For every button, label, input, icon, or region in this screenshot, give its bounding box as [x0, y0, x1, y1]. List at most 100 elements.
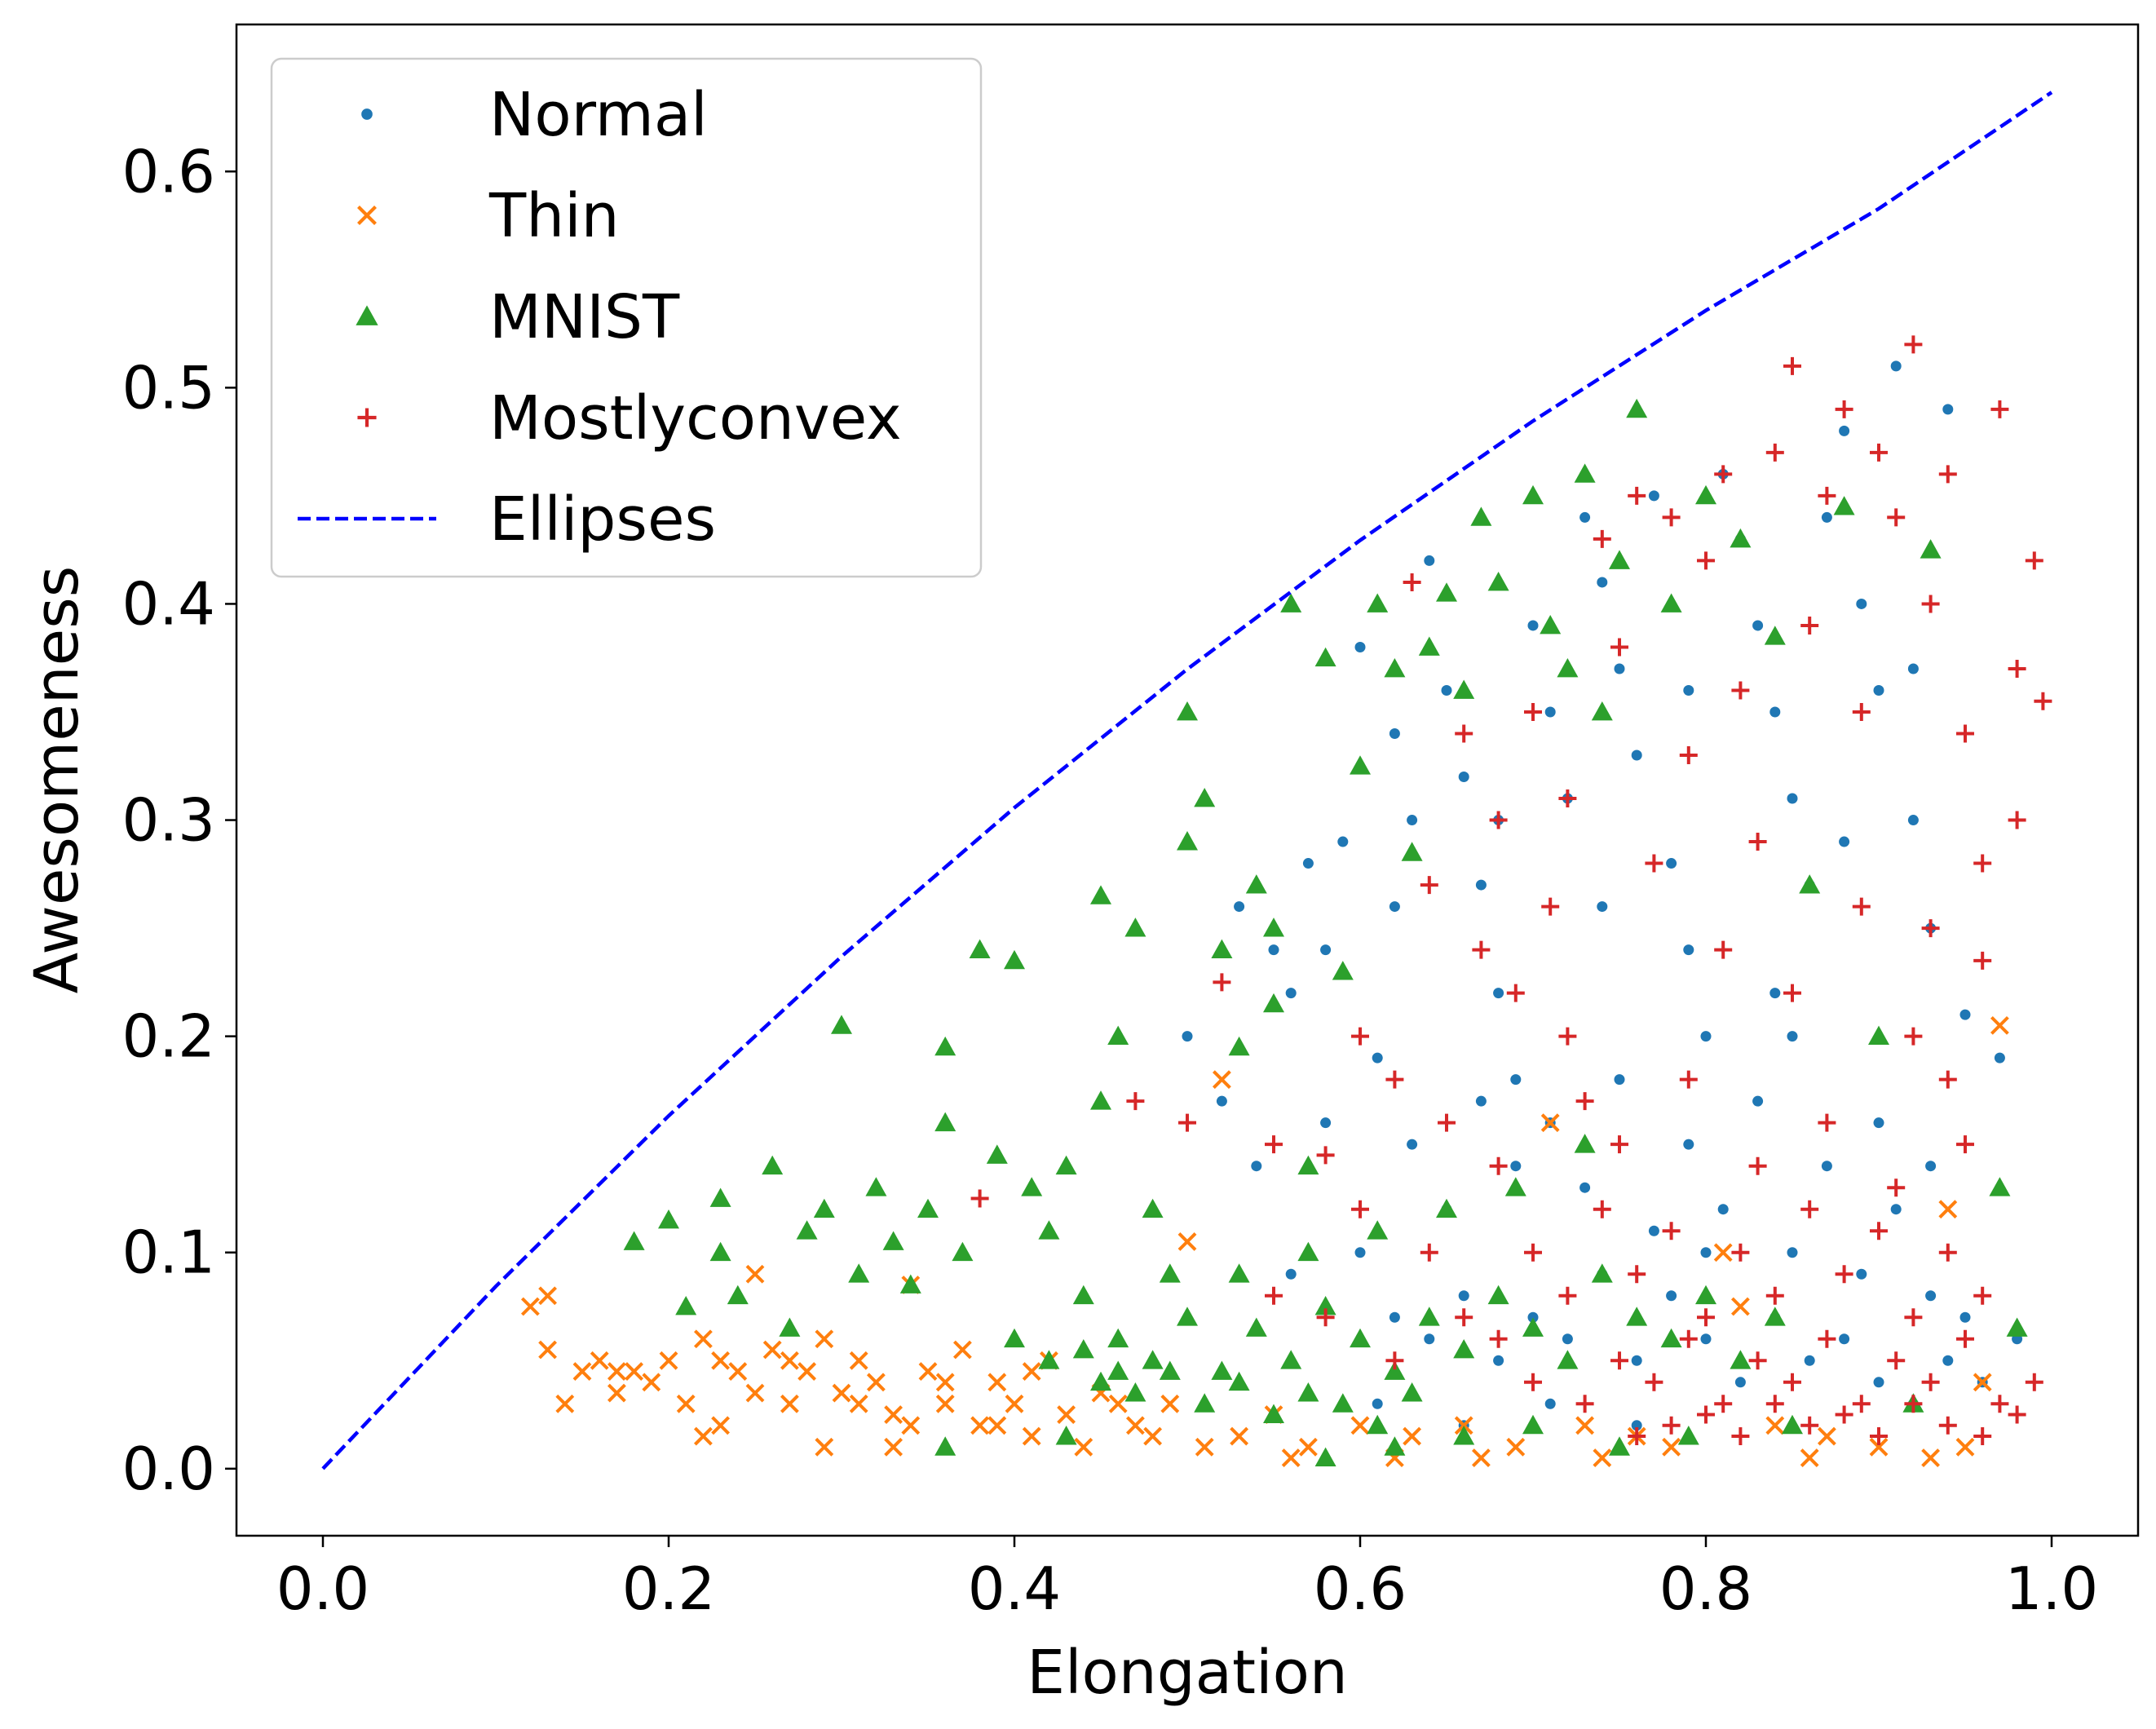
data-point [1143, 1426, 1163, 1446]
data-point [1038, 1220, 1060, 1240]
data-point [1389, 1311, 1400, 1323]
x-axis: 0.0 0.2 0.4 0.6 0.8 1.0 [276, 1536, 2099, 1623]
data-point [1453, 1339, 1475, 1359]
data-point [1265, 1135, 1283, 1154]
data-point [1407, 1139, 1418, 1150]
data-point [1367, 593, 1389, 612]
data-point [1384, 1360, 1406, 1380]
legend-label: Mostlyconvex [489, 383, 902, 453]
data-point [1506, 1437, 1526, 1457]
data-point [1579, 1182, 1591, 1193]
x-tick-label: 1.0 [2005, 1554, 2099, 1623]
data-point [1764, 1307, 1786, 1326]
data-point [1873, 684, 1884, 696]
data-point [1660, 593, 1682, 612]
data-point [1852, 897, 1871, 916]
data-point [1904, 1395, 1923, 1413]
data-point [1714, 465, 1733, 484]
data-point [1182, 1031, 1193, 1042]
x-tick-label: 0.8 [1659, 1554, 1753, 1623]
data-point [1956, 1329, 1974, 1348]
data-point [1159, 1360, 1181, 1380]
data-point [1245, 1317, 1267, 1337]
data-point [1938, 1243, 1957, 1262]
data-point [642, 1373, 661, 1392]
data-point [1487, 1285, 1509, 1305]
data-point [1263, 1404, 1284, 1423]
data-point [590, 1351, 609, 1370]
data-point [1265, 1286, 1283, 1305]
data-point [1524, 1373, 1542, 1391]
data-point [1752, 620, 1764, 631]
data-point [1856, 598, 1867, 609]
data-point [1695, 484, 1716, 505]
data-point [1610, 638, 1628, 657]
data-point [1645, 1373, 1663, 1391]
data-point [1873, 1377, 1884, 1388]
data-point [1887, 1178, 1906, 1197]
x-tick-label: 0.2 [622, 1554, 716, 1623]
data-point [1470, 506, 1492, 526]
data-point [1506, 984, 1525, 1002]
data-point [1782, 1414, 1803, 1435]
data-point [1401, 842, 1423, 861]
data-point [1697, 1308, 1715, 1327]
data-point [625, 1362, 644, 1381]
data-point [1332, 961, 1354, 980]
data-point [1683, 1139, 1694, 1150]
data-point [1610, 1135, 1628, 1154]
data-point [1787, 1031, 1798, 1042]
data-point [1660, 1328, 1682, 1348]
data-point [1800, 1448, 1819, 1467]
data-point [1230, 1426, 1249, 1446]
data-point [520, 1297, 540, 1316]
data-point [1730, 1297, 1750, 1316]
data-point [780, 1351, 799, 1370]
data-point [538, 1340, 558, 1360]
data-point [1125, 1416, 1145, 1435]
data-point [1263, 993, 1284, 1013]
data-point [1316, 1146, 1335, 1165]
data-point [899, 1274, 921, 1293]
data-point [1522, 1317, 1544, 1337]
x-axis-label: Elongation [1027, 1638, 1348, 1708]
data-point [572, 1362, 592, 1381]
data-point [1921, 919, 1940, 938]
data-point [1783, 356, 1801, 375]
data-point [1540, 614, 1562, 635]
data-point [1887, 508, 1906, 527]
data-point [1973, 951, 1992, 970]
data-point [1354, 1247, 1366, 1258]
data-point [1424, 555, 1435, 566]
data-point [538, 1286, 558, 1306]
data-point [1177, 701, 1198, 721]
data-point [796, 1220, 818, 1240]
data-point [1298, 1437, 1318, 1457]
data-point [1454, 1416, 1473, 1435]
data-point [1527, 620, 1539, 631]
data-point [1022, 1362, 1041, 1381]
data-point [1956, 724, 1974, 743]
data-point [1316, 1308, 1335, 1327]
series-thin [520, 1015, 2009, 1467]
data-point [934, 1036, 957, 1056]
data-point [1921, 1373, 1940, 1391]
data-point [1787, 793, 1798, 804]
data-point [1453, 1426, 1475, 1445]
data-point [1436, 1198, 1457, 1218]
data-point [1833, 496, 1855, 515]
data-point [1597, 901, 1608, 913]
legend-item-mnist: MNIST [356, 282, 680, 352]
data-point [1662, 1416, 1681, 1435]
data-point [1544, 706, 1556, 718]
data-point [1575, 1395, 1594, 1413]
data-point [1142, 1350, 1164, 1369]
data-point [1591, 701, 1613, 721]
data-point [1527, 1311, 1539, 1323]
data-point [1367, 1414, 1389, 1435]
data-point [1124, 1382, 1146, 1402]
data-point [1314, 647, 1336, 667]
data-point [1367, 1220, 1389, 1240]
data-point [1925, 1161, 1937, 1172]
data-point [1990, 1015, 2009, 1035]
